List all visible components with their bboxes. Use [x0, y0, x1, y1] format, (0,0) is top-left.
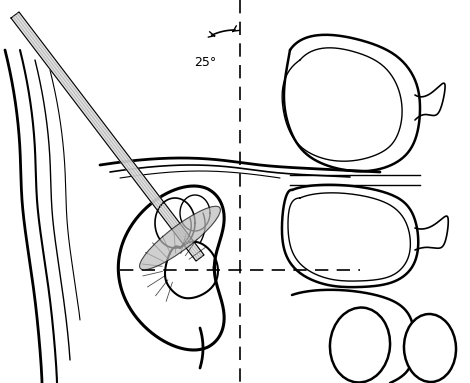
- Text: 25°: 25°: [194, 56, 216, 69]
- Ellipse shape: [140, 206, 220, 270]
- Ellipse shape: [330, 308, 390, 383]
- Polygon shape: [11, 12, 204, 261]
- Ellipse shape: [404, 314, 456, 382]
